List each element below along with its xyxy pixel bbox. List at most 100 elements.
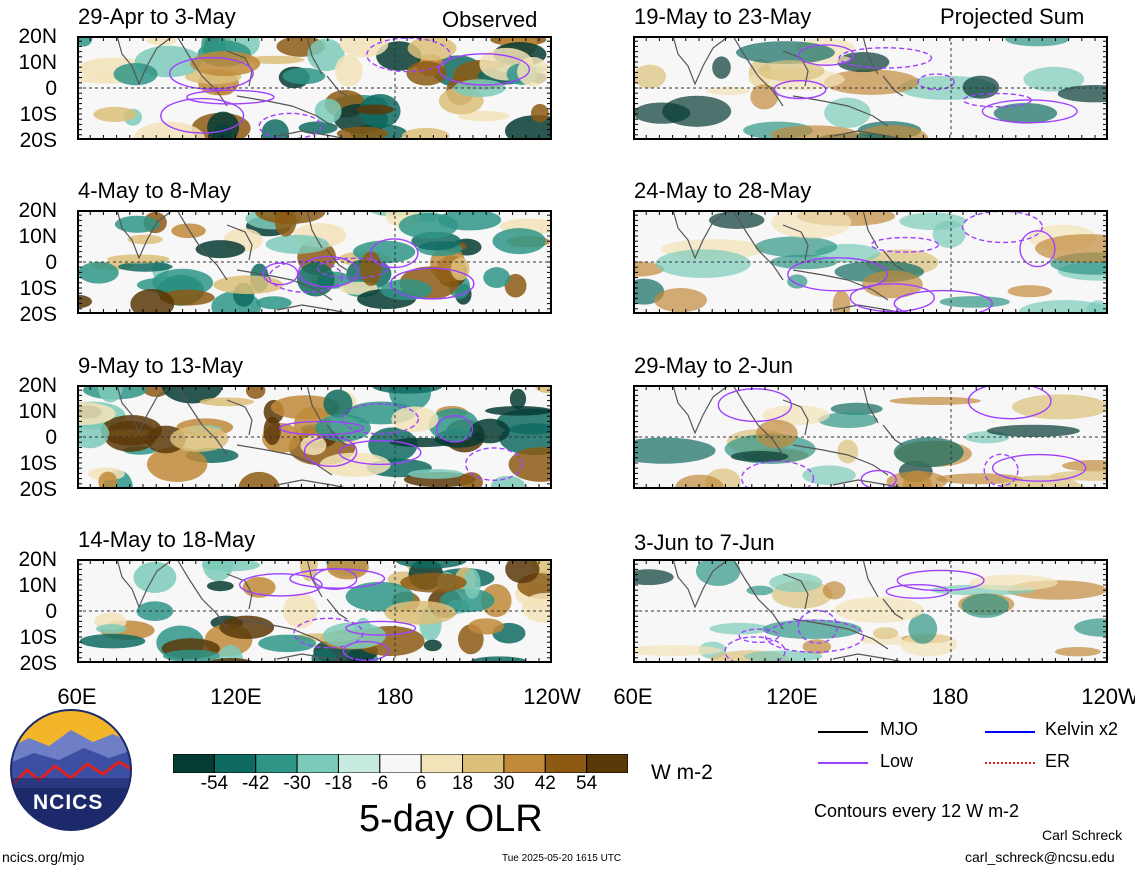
filter-contour bbox=[342, 640, 390, 661]
olr-anomaly-blob bbox=[258, 634, 317, 653]
olr-anomaly-blob bbox=[521, 592, 552, 623]
map-panel-observed-4 bbox=[77, 559, 552, 663]
olr-anomaly-blob bbox=[744, 650, 823, 663]
olr-anomaly-blob bbox=[368, 427, 418, 463]
right-panel-2-title: 24-May to 28-May bbox=[634, 178, 812, 203]
coastline bbox=[116, 385, 353, 489]
colorbar-swatch bbox=[420, 754, 464, 773]
olr-anomaly-blob bbox=[746, 585, 774, 596]
filter-contour bbox=[289, 568, 386, 589]
olr-anomaly-blob bbox=[78, 261, 119, 284]
filter-contour bbox=[991, 453, 1087, 482]
legend-label-er: ER bbox=[1045, 751, 1071, 771]
filter-contour bbox=[366, 37, 451, 73]
coastline bbox=[672, 36, 909, 140]
olr-anomaly-blob bbox=[339, 36, 389, 58]
olr-anomaly-blob bbox=[993, 102, 1058, 124]
olr-anomaly-blob bbox=[1086, 300, 1108, 314]
olr-anomaly-blob bbox=[398, 212, 458, 239]
y-tick-label: 20S bbox=[19, 478, 57, 501]
y-tick-label: 0 bbox=[45, 600, 57, 623]
colorbar-swatch bbox=[586, 754, 628, 773]
olr-anomaly-blob bbox=[509, 388, 527, 410]
olr-anomaly-blob bbox=[908, 613, 938, 644]
filter-contour bbox=[740, 460, 815, 489]
coastline bbox=[116, 36, 353, 140]
observed-label: Observed bbox=[442, 7, 538, 32]
olr-anomaly-blob bbox=[300, 435, 327, 456]
olr-anomaly-blob bbox=[837, 439, 859, 464]
left-panel-1-title: 29-Apr to 3-May bbox=[78, 4, 236, 29]
olr-anomaly-blob bbox=[384, 600, 456, 625]
filter-contour bbox=[168, 56, 254, 90]
olr-anomaly-blob bbox=[263, 416, 281, 446]
olr-anomaly-blob bbox=[311, 649, 337, 663]
olr-anomaly-blob bbox=[1074, 618, 1108, 637]
left-panel-2-title: 4-May to 8-May bbox=[78, 178, 231, 203]
colorbar-swatch bbox=[503, 754, 546, 773]
y-tick-label: 20S bbox=[19, 303, 57, 326]
map-panel-projected-2 bbox=[633, 210, 1108, 314]
filter-contour bbox=[465, 447, 523, 481]
olr-anomaly-blob bbox=[265, 234, 329, 254]
map-panel-observed-2 bbox=[77, 210, 552, 314]
olr-anomaly-blob bbox=[245, 385, 266, 399]
colorbar-tick-label: -54 bbox=[200, 773, 229, 794]
colorbar-tick-label: 30 bbox=[493, 773, 515, 794]
filter-contour bbox=[798, 44, 855, 66]
olr-anomaly-blob bbox=[104, 420, 157, 452]
olr-anomaly-blob bbox=[655, 249, 751, 278]
olr-anomaly-blob bbox=[334, 54, 363, 87]
legend-label-low: Low bbox=[880, 751, 914, 771]
coastline bbox=[672, 385, 909, 489]
olr-anomaly-blob bbox=[1049, 470, 1108, 481]
map-panel-observed-3 bbox=[77, 385, 552, 489]
olr-anomaly-blob bbox=[769, 572, 823, 593]
y-tick-label: 10S bbox=[19, 103, 57, 126]
olr-anomaly-blob bbox=[750, 84, 779, 110]
olr-anomaly-blob bbox=[822, 581, 846, 600]
colorbar-tick-label: -6 bbox=[371, 773, 389, 794]
olr-anomaly-blob bbox=[1054, 647, 1101, 657]
filter-contour bbox=[298, 255, 359, 288]
olr-anomaly-blob bbox=[802, 465, 856, 486]
olr-anomaly-blob bbox=[485, 406, 552, 416]
olr-anomaly-blob bbox=[190, 51, 261, 77]
olr-anomaly-blob bbox=[1005, 36, 1070, 47]
olr-anomaly-blob bbox=[504, 273, 527, 298]
site-link[interactable]: ncics.org/mjo bbox=[2, 849, 85, 865]
olr-anomaly-blob bbox=[202, 559, 234, 582]
olr-anomaly-blob bbox=[118, 261, 173, 272]
olr-anomaly-blob bbox=[133, 561, 177, 593]
filter-contour bbox=[438, 53, 531, 86]
olr-anomaly-blob bbox=[298, 121, 338, 135]
y-tick-label: 20S bbox=[19, 129, 57, 152]
right-panel-4-title: 3-Jun to 7-Jun bbox=[634, 530, 775, 555]
filter-contour bbox=[983, 453, 1019, 487]
y-tick-label: 10S bbox=[19, 452, 57, 475]
author-email[interactable]: carl_schreck@ncsu.edu bbox=[965, 849, 1115, 865]
olr-anomaly-blob bbox=[695, 559, 741, 586]
olr-anomaly-blob bbox=[889, 396, 982, 405]
legend-line-er bbox=[985, 762, 1035, 764]
olr-anomaly-blob bbox=[633, 569, 674, 586]
colorbar-swatch bbox=[337, 754, 381, 773]
olr-anomaly-blob bbox=[152, 268, 214, 297]
olr-anomaly-blob bbox=[470, 418, 510, 444]
olr-anomaly-blob bbox=[802, 639, 832, 655]
olr-anomaly-blob bbox=[423, 639, 442, 652]
map-panel-projected-3 bbox=[633, 385, 1108, 489]
map-panel-observed-1 bbox=[77, 36, 552, 140]
filter-contour bbox=[293, 617, 364, 649]
olr-anomaly-blob bbox=[136, 601, 174, 622]
contour-note: Contours every 12 W m-2 bbox=[814, 801, 1020, 821]
units-label: W m-2 bbox=[651, 761, 713, 784]
filter-contour bbox=[849, 283, 935, 313]
olr-anomaly-blob bbox=[219, 615, 275, 640]
filter-contour bbox=[369, 238, 419, 269]
olr-anomaly-blob bbox=[77, 419, 110, 449]
olr-anomaly-blob bbox=[893, 437, 964, 468]
filter-contour bbox=[787, 257, 889, 292]
olr-anomaly-blob bbox=[830, 402, 883, 416]
filter-contour bbox=[981, 99, 1078, 124]
